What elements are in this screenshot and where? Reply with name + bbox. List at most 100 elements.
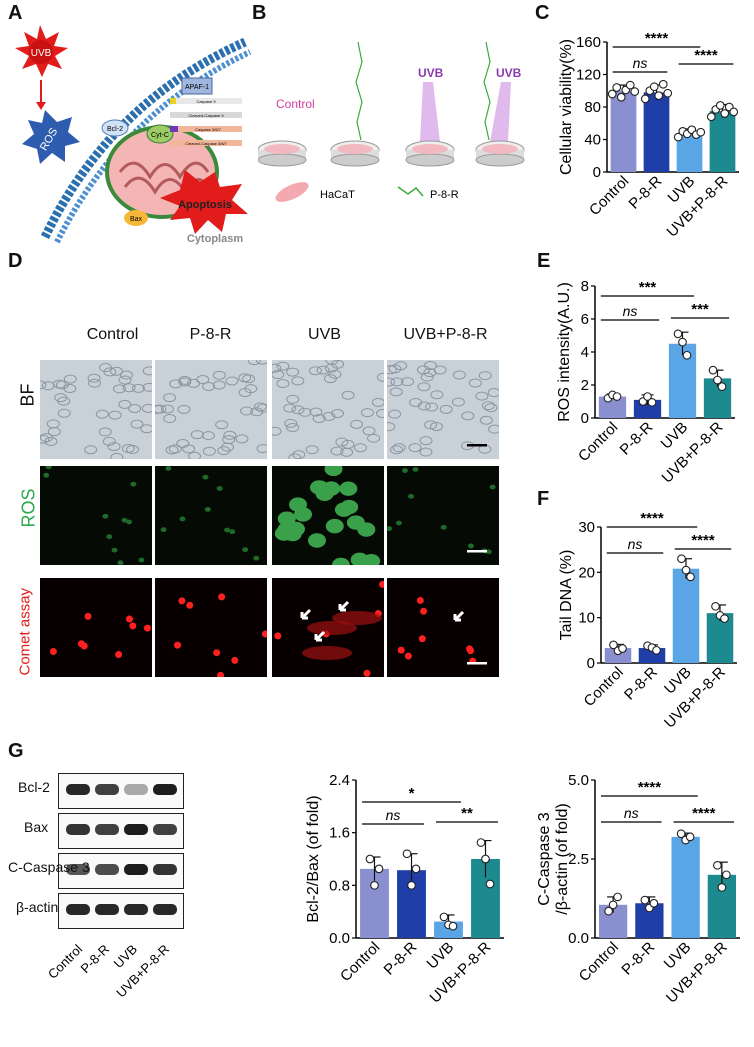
uvb-label-2: UVB <box>496 66 522 80</box>
blot-lane-labels: Control P-8-R UVB UVB+P-8-R <box>45 941 172 1000</box>
x-tick-label: P-8-R <box>381 939 421 979</box>
band-label-bcl2: Bcl-2 <box>18 779 50 795</box>
y-tick-label: 5.0 <box>568 772 589 789</box>
significance-label: ns <box>624 805 639 821</box>
data-point <box>717 883 727 892</box>
micrograph-comet-4 <box>387 578 499 677</box>
arrow-icon <box>338 600 350 612</box>
y-tick-label: 80 <box>584 99 601 116</box>
data-point <box>677 554 686 564</box>
micrograph-comet-2 <box>155 578 267 677</box>
y-tick-label: 2.4 <box>329 772 350 789</box>
apaf-label: APAF-1 <box>185 84 209 91</box>
p8r-label: P-8-R <box>430 189 459 201</box>
control-label: Control <box>276 97 315 111</box>
significance-label: ns <box>633 55 648 71</box>
x-tick-label: UVB+P-8-R <box>664 173 732 241</box>
micrograph-comet-3 <box>272 578 384 677</box>
col-header-control: Control <box>86 326 139 343</box>
x-tick-label: P-8-R <box>621 664 661 704</box>
micrograph-bf-4 <box>387 360 499 459</box>
apoptosis-burst-icon <box>160 170 248 234</box>
data-point <box>673 132 683 142</box>
data-point <box>402 849 412 859</box>
data-point <box>481 854 490 864</box>
data-point <box>609 640 618 650</box>
data-point <box>715 101 725 110</box>
data-point <box>681 565 691 575</box>
data-point <box>630 87 640 96</box>
data-point <box>476 838 486 847</box>
data-point <box>607 89 617 99</box>
lane-label-control: Control <box>45 941 85 981</box>
y-tick-label: 2 <box>581 377 589 394</box>
y-tick-label: 8 <box>581 278 589 295</box>
blot-band <box>66 784 90 795</box>
ros-burst-icon <box>22 110 80 164</box>
x-tick-label: P-8-R <box>617 419 657 459</box>
data-point <box>612 83 622 92</box>
bar <box>671 836 700 938</box>
panel-label-f: F <box>537 488 550 510</box>
data-point <box>717 382 727 391</box>
bar <box>668 343 697 418</box>
row-label-bf: BF <box>17 383 38 407</box>
micrograph-ros-1 <box>40 466 152 565</box>
arrow-icon <box>453 610 465 622</box>
band-label-actin: β-actin <box>16 899 59 915</box>
y-axis-label: Bcl-2/Bax (of fold) <box>305 795 322 922</box>
data-point <box>640 895 650 905</box>
data-point <box>682 350 692 360</box>
uvb-label: UVB <box>31 48 52 59</box>
y-axis-label: Tail DNA (%) <box>558 550 575 641</box>
blot-band <box>124 864 148 875</box>
panel-label-a: A <box>8 2 23 24</box>
significance-label: **** <box>640 510 664 527</box>
blot-band <box>153 784 177 795</box>
data-point <box>643 392 652 401</box>
blot-band <box>153 864 177 875</box>
data-point <box>365 854 375 864</box>
uvb-label-1: UVB <box>418 66 444 80</box>
band-label-caspase3: C-Caspase 3 <box>8 859 90 875</box>
band-label-bax: Bax <box>24 819 49 835</box>
blot-band <box>95 824 119 835</box>
bar <box>706 613 734 663</box>
panel-a-schematic: UVB ROS Cyt-C Bcl-2 Bax APAF-1 Caspase 9… <box>15 25 252 245</box>
blot-band <box>66 824 90 835</box>
data-point <box>608 900 618 910</box>
cascade-step: Caspase 3/6/7 <box>195 127 222 132</box>
y-axis-label: ROS intensity(A.U.) <box>556 282 573 422</box>
arrow-icon <box>300 608 312 620</box>
arrow-icon <box>314 630 326 642</box>
panel-b-schematic: Control UVB UVB HaCaT P-8-R <box>258 41 525 202</box>
data-point <box>439 912 449 922</box>
y-tick-label: 160 <box>576 34 601 51</box>
data-point <box>613 892 622 902</box>
y-tick-label: 4 <box>581 344 589 361</box>
blot-band <box>124 784 148 795</box>
blot-band <box>95 904 119 915</box>
data-point <box>485 879 495 889</box>
y-tick-label: 0.8 <box>329 877 350 894</box>
bar <box>709 111 736 172</box>
membrane-inner <box>54 49 252 244</box>
cascade-step: Cleaved-Caspase 9 <box>188 113 224 118</box>
data-point <box>696 127 706 137</box>
significance-label: ** <box>461 805 473 822</box>
data-point <box>663 88 673 98</box>
micrograph-comet-1 <box>40 578 152 677</box>
cytc-label: Cyt-C <box>151 132 169 139</box>
panel-label-e: E <box>537 250 551 272</box>
significance-label: ns <box>628 536 643 552</box>
apoptosis-label: Apoptosis <box>178 199 232 211</box>
panel-label-b: B <box>252 2 267 24</box>
data-point <box>678 337 687 347</box>
p8r-icon <box>397 186 424 197</box>
data-point <box>706 112 716 122</box>
y-tick-label: 0 <box>587 655 595 672</box>
y-tick-label: 30 <box>578 519 595 536</box>
